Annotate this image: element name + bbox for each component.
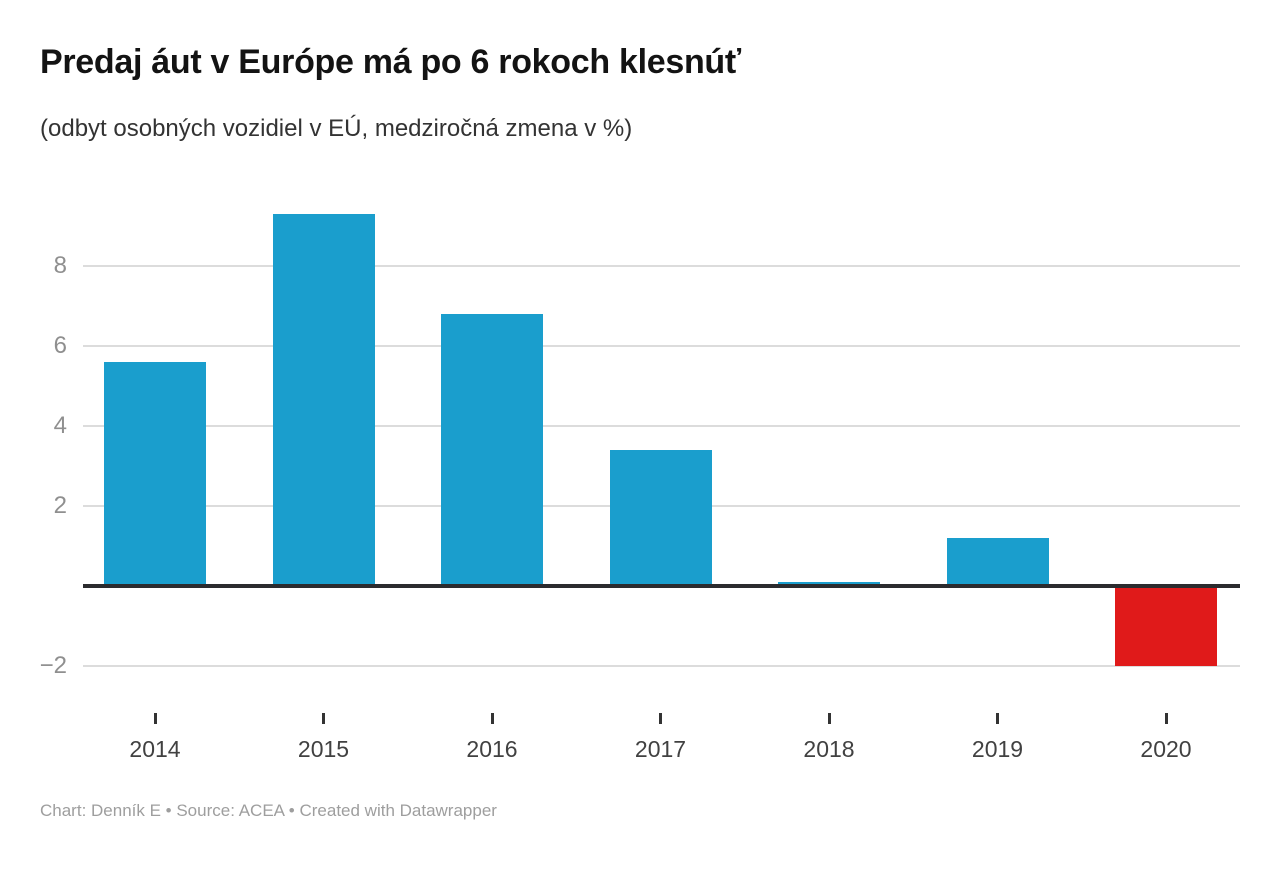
y-axis-label: 4 xyxy=(53,411,67,439)
x-axis-tick xyxy=(827,713,831,724)
x-axis-tick xyxy=(1164,713,1168,724)
x-axis-label: 2017 xyxy=(634,736,687,762)
y-axis-label: 6 xyxy=(53,331,67,359)
chart-title: Predaj áut v Európe má po 6 rokoch klesn… xyxy=(40,43,741,81)
bar-2014 xyxy=(104,361,206,587)
x-axis-tick xyxy=(322,713,325,724)
chart-subtitle: (odbyt osobných vozidiel v EÚ, medziročn… xyxy=(40,115,633,142)
bar-2019 xyxy=(946,537,1049,587)
x-axis-label: 2019 xyxy=(971,736,1024,762)
bar-2020 xyxy=(1115,585,1217,666)
x-axis-label: 2018 xyxy=(803,736,855,762)
gridline xyxy=(83,424,1240,427)
bar-2016 xyxy=(441,313,543,587)
bar-2015 xyxy=(272,213,375,587)
gridline xyxy=(83,264,1240,267)
x-axis-label: 2020 xyxy=(1140,736,1192,762)
zero-baseline xyxy=(83,584,1240,588)
x-axis-tick xyxy=(659,713,662,724)
gridline xyxy=(83,664,1240,667)
gridline xyxy=(83,344,1240,347)
x-axis-tick xyxy=(153,713,157,724)
chart-footer-credit: Chart: Denník E • Source: ACEA • Created… xyxy=(40,801,497,820)
y-axis-label: 8 xyxy=(53,251,67,279)
plot-area: 8 6 4 2 −2 2014 2015 2016 2017 2018 2019 2020 xyxy=(40,190,1240,770)
x-axis-label: 2016 xyxy=(466,736,518,762)
y-axis-label: −2 xyxy=(39,651,67,679)
y-axis-label: 2 xyxy=(53,491,67,519)
x-axis-label: 2015 xyxy=(297,736,350,762)
bar-2017 xyxy=(609,449,712,587)
x-axis-tick xyxy=(490,713,494,724)
x-axis-tick xyxy=(996,713,999,724)
x-axis-label: 2014 xyxy=(129,736,181,762)
